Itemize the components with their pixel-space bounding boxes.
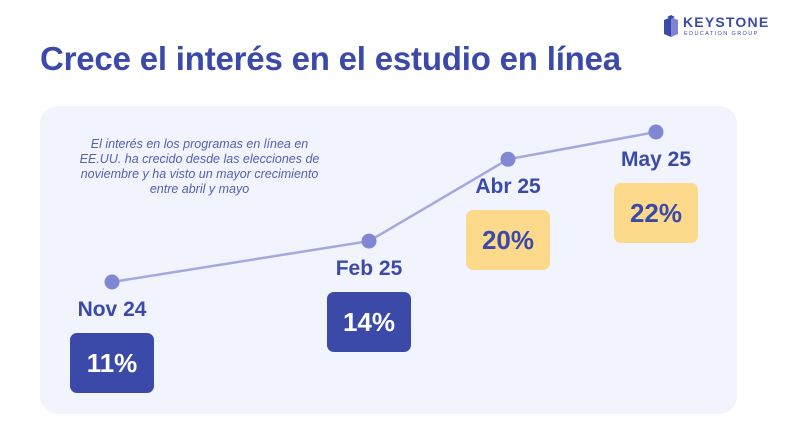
data-point-0: [104, 274, 120, 290]
value-label: 11%: [70, 333, 154, 393]
value-label: 22%: [614, 183, 698, 243]
data-point-3: [648, 124, 664, 140]
data-point-2: [500, 151, 516, 167]
data-point-1: [361, 233, 377, 249]
category-label: May 25: [620, 148, 692, 171]
brand-logo: KEYSTONE EDUCATION GROUP: [664, 14, 776, 40]
page-title: Crece el interés en el estudio en línea: [40, 40, 621, 77]
category-label: Abr 25: [475, 175, 541, 199]
brand-name: KEYSTONE: [683, 14, 770, 30]
value-label: 14%: [327, 292, 411, 353]
value-label: 20%: [466, 210, 550, 271]
category-label: Nov 24: [77, 298, 147, 321]
category-label: Feb 25: [335, 257, 403, 281]
book-icon: [664, 15, 678, 37]
brand-subtitle: EDUCATION GROUP: [684, 31, 759, 37]
chart-panel: [40, 106, 737, 414]
chart-annotation: El interés en los programas en línea en …: [79, 137, 320, 196]
series-line: [111, 130, 657, 284]
